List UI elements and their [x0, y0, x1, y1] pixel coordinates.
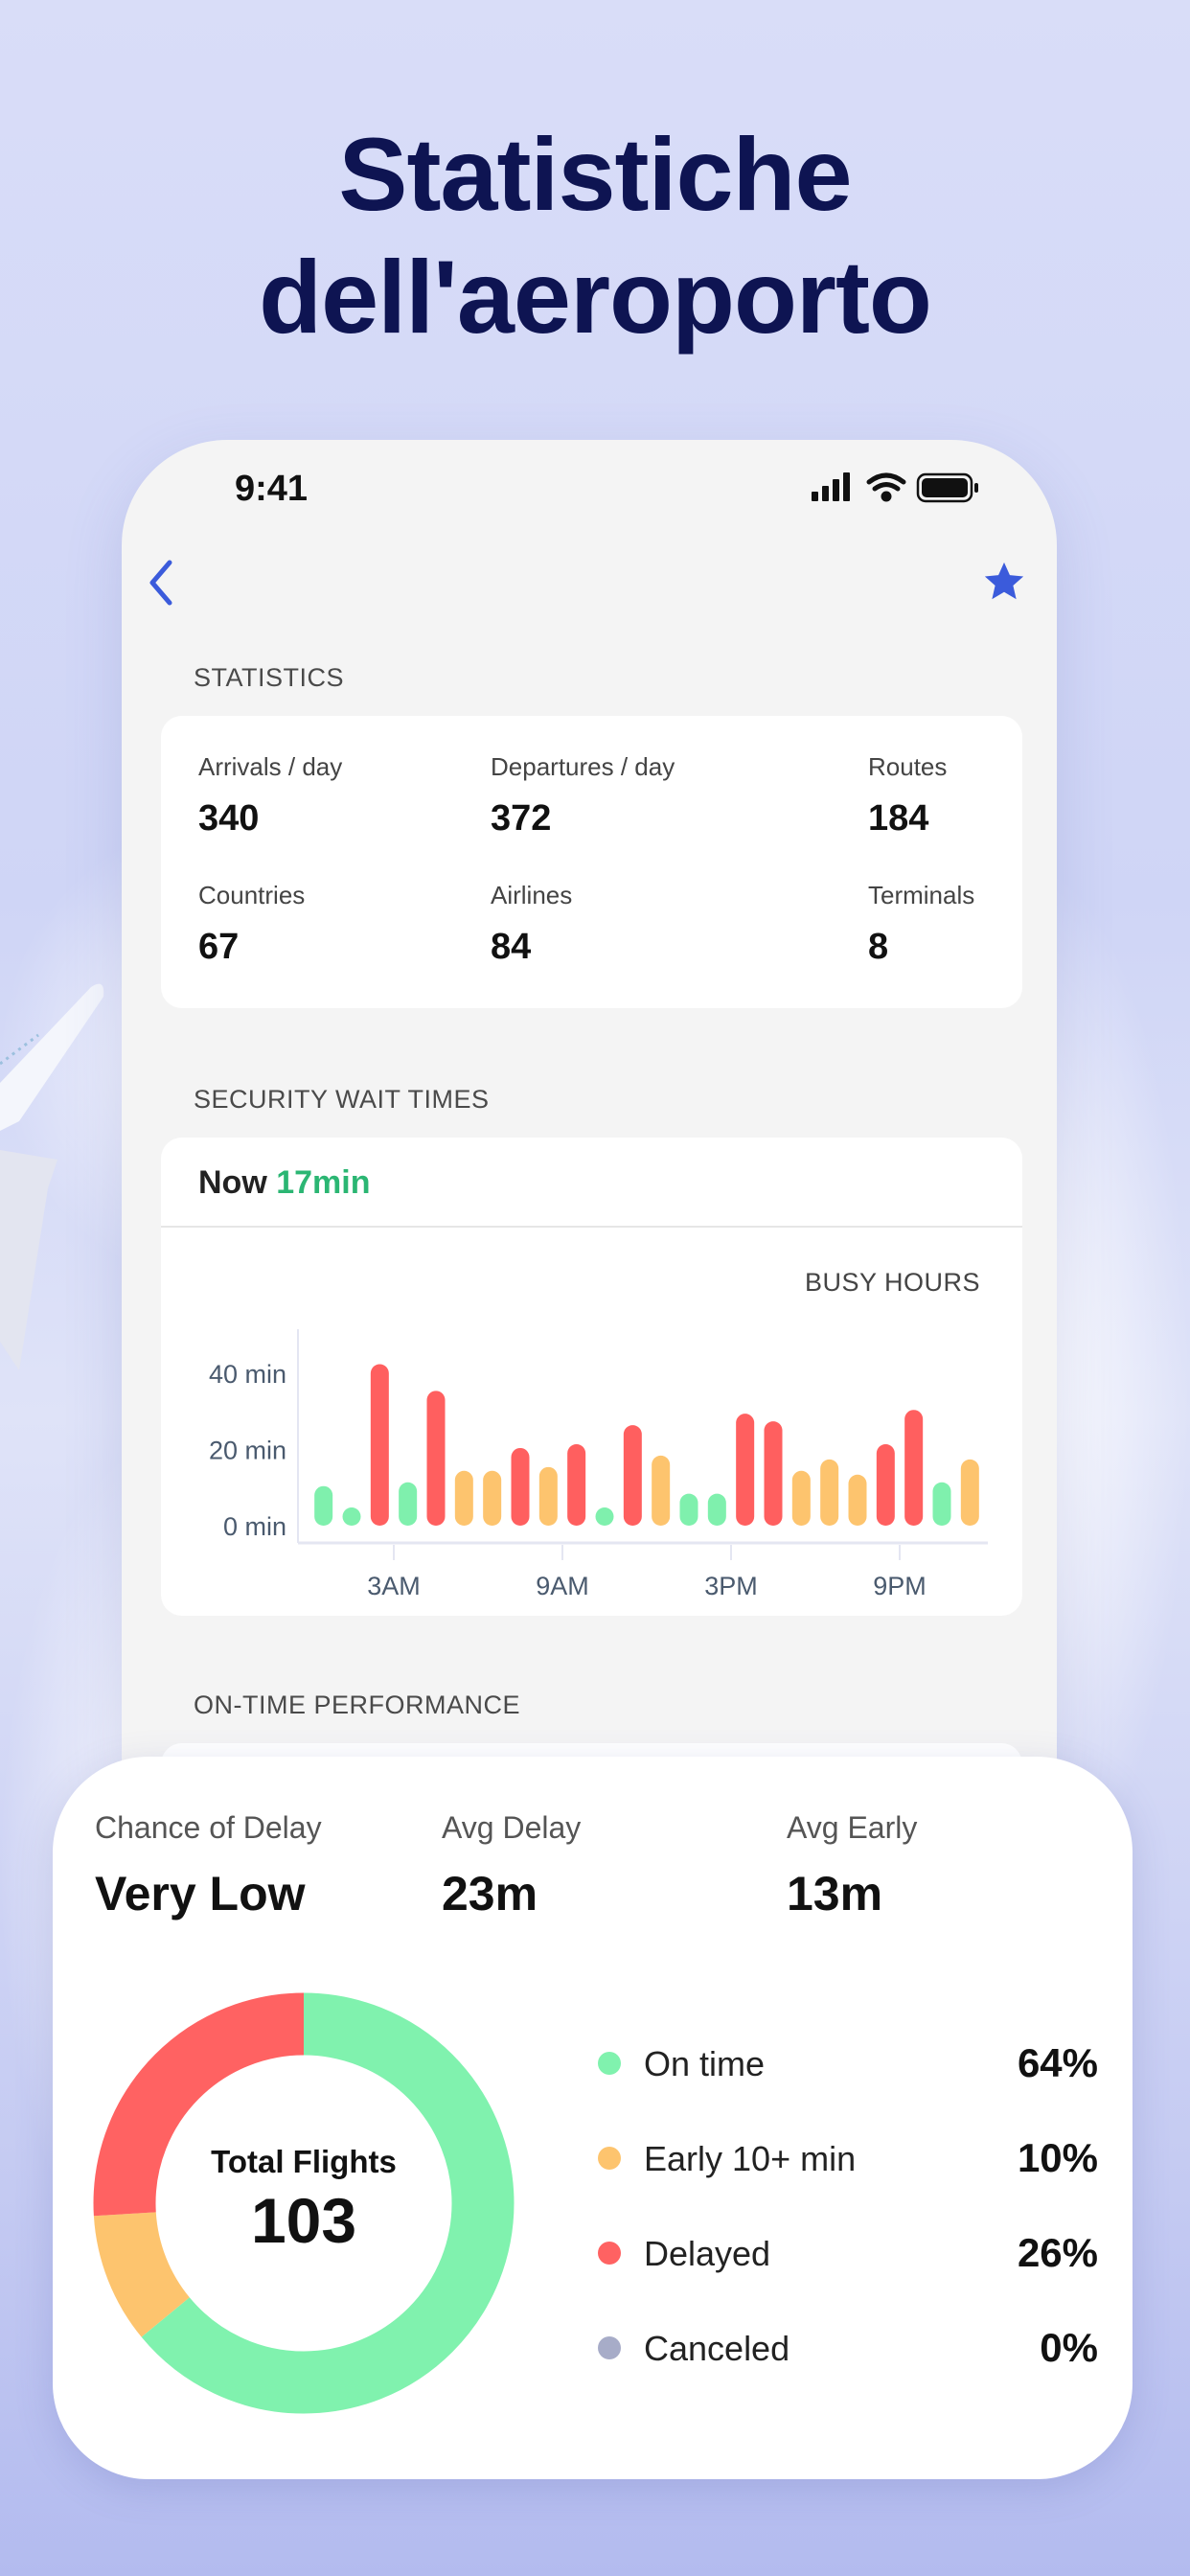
wait-now-value: 17min — [276, 1164, 371, 1201]
bar-hour-20 — [876, 1443, 895, 1526]
stat-label: Countries — [198, 881, 306, 909]
wait-now-label: Now — [198, 1164, 267, 1201]
legend-label: Delayed — [644, 2234, 771, 2273]
favorite-button[interactable] — [982, 560, 1026, 604]
legend-dot — [598, 2336, 621, 2359]
headline-line-1: Statistiche — [338, 116, 852, 232]
total-flights-value: 103 — [250, 2185, 357, 2256]
donut-segment-delayed — [93, 1992, 515, 2414]
on-time-section-title: ON-TIME PERFORMANCE — [194, 1690, 521, 1719]
legend-dot — [598, 2147, 621, 2170]
stat-label: Airlines — [491, 881, 573, 909]
security-section-title: SECURITY WAIT TIMES — [194, 1085, 490, 1114]
legend-dot — [598, 2242, 621, 2265]
y-tick-label: 40 min — [209, 1360, 286, 1389]
bar-hour-13 — [679, 1493, 698, 1526]
divider — [161, 1226, 1022, 1228]
x-tick-label: 3PM — [704, 1572, 758, 1598]
bar-hour-19 — [848, 1474, 867, 1526]
legend-percent: 0% — [1040, 2325, 1098, 2370]
legend-item-canceled: Canceled 0% — [53, 2319, 1133, 2377]
bar-hour-5 — [454, 1470, 473, 1526]
bar-hour-4 — [426, 1391, 446, 1526]
stat-label: Terminals — [868, 881, 975, 909]
status-icons — [812, 472, 978, 503]
bar-hour-11 — [623, 1425, 642, 1526]
bar-hour-17 — [791, 1470, 811, 1526]
summary-value: Very Low — [95, 1867, 306, 1920]
legend-item-early: Early 10+ min 10% — [53, 2129, 1133, 2187]
status-time: 9:41 — [235, 469, 309, 509]
phone-screen: 9:41 STATISTICS Arrivals / day 340 Depar… — [122, 440, 1057, 1782]
total-flights-donut — [93, 1992, 515, 2414]
bar-hour-15 — [736, 1414, 755, 1526]
bar-hour-3 — [399, 1482, 418, 1526]
stat-value: 372 — [491, 798, 552, 839]
x-tick-label: 9AM — [536, 1572, 589, 1598]
wifi-icon — [866, 472, 906, 502]
legend-label: On time — [644, 2044, 766, 2083]
stat-value: 184 — [868, 798, 929, 839]
summary-label: Avg Delay — [442, 1810, 582, 1845]
chart-title: BUSY HOURS — [804, 1268, 980, 1297]
bar-hour-2 — [370, 1364, 389, 1526]
legend-percent: 26% — [1017, 2230, 1098, 2275]
y-tick-label: 20 min — [209, 1437, 286, 1465]
total-flights-label: Total Flights — [211, 2144, 397, 2179]
bar-hour-21 — [904, 1410, 924, 1526]
legend-label: Canceled — [644, 2329, 790, 2368]
statistics-section-title: STATISTICS — [194, 663, 345, 692]
legend-percent: 64% — [1017, 2040, 1098, 2085]
battery-icon — [916, 472, 978, 503]
busy-hours-chart: 0 min 20 min 40 min 3AM 9AM 3PM 9PM — [209, 1329, 988, 1598]
airplane-illustration — [0, 983, 104, 1370]
x-tick-label: 9PM — [873, 1572, 927, 1598]
stat-value: 8 — [868, 927, 889, 967]
signal-icon — [812, 472, 850, 501]
bar-hour-1 — [342, 1507, 361, 1526]
bar-hour-23 — [960, 1459, 979, 1526]
bar-hour-22 — [932, 1482, 951, 1526]
bar-hour-16 — [764, 1421, 783, 1526]
security-card: Now 17min BUSY HOURS 0 min 20 min 40 min 3A… — [161, 1138, 1022, 1616]
bar-hour-6 — [483, 1470, 502, 1526]
bar-hour-18 — [820, 1459, 839, 1526]
summary-value: 13m — [787, 1867, 883, 1920]
legend-item-on-time: On time 64% — [53, 2035, 1133, 2092]
bar-hour-7 — [511, 1447, 530, 1526]
chevron-left-icon — [149, 560, 172, 606]
bar-hour-9 — [567, 1443, 586, 1526]
stat-value: 84 — [491, 927, 532, 967]
bar-hour-10 — [595, 1507, 614, 1526]
legend-label: Early 10+ min — [644, 2139, 857, 2178]
legend-dot — [598, 2052, 621, 2075]
stat-value: 67 — [198, 927, 240, 967]
stat-label: Departures / day — [491, 752, 675, 781]
y-tick-label: 0 min — [223, 1512, 286, 1541]
statistics-card: Arrivals / day 340 Departures / day 372 … — [161, 716, 1022, 1008]
x-tick-label: 3AM — [367, 1572, 421, 1598]
legend-percent: 10% — [1017, 2135, 1098, 2180]
headline-line-2: dell'aeroporto — [259, 239, 932, 355]
on-time-performance-card: Chance of Delay Very Low Avg Delay 23m A… — [53, 1757, 1133, 2479]
wait-now: Now 17min — [198, 1164, 371, 1202]
summary-label: Avg Early — [787, 1810, 918, 1845]
summary-value: 23m — [442, 1867, 538, 1920]
legend-item-delayed: Delayed 26% — [53, 2224, 1133, 2282]
bar-hour-12 — [652, 1455, 671, 1526]
headline: Statistiche dell'aeroporto — [0, 113, 1190, 358]
bar-hour-8 — [538, 1466, 558, 1526]
bar-hour-0 — [314, 1485, 333, 1526]
stat-label: Routes — [868, 752, 948, 781]
back-button[interactable] — [147, 559, 175, 607]
stat-value: 340 — [198, 798, 260, 839]
stat-label: Arrivals / day — [198, 752, 343, 781]
star-icon — [984, 562, 1024, 600]
bar-hour-14 — [707, 1493, 726, 1526]
summary-label: Chance of Delay — [95, 1810, 322, 1845]
